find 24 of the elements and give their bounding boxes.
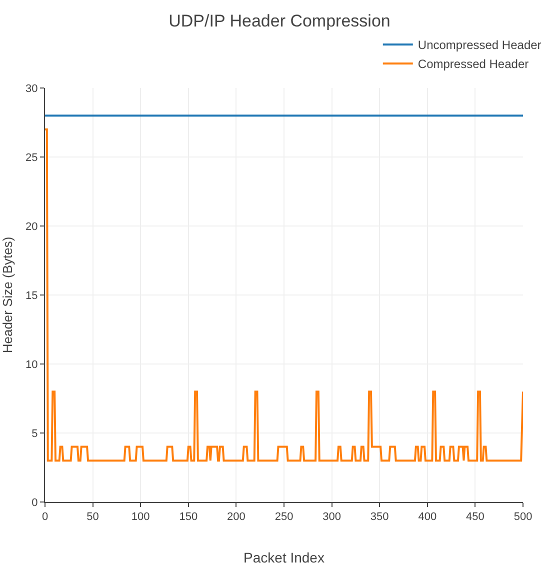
x-axis-title: Packet Index: [244, 550, 324, 566]
line-series: [45, 128, 523, 462]
y-tick-label: 25: [26, 152, 38, 164]
y-axis-title: Header Size (Bytes): [0, 236, 15, 354]
y-tick-label: 20: [26, 220, 38, 233]
x-tick-label: 200: [227, 511, 246, 524]
y-tick-label: 10: [26, 358, 38, 371]
x-tick-label: 0: [42, 511, 48, 524]
legend-label: Uncompressed Header: [418, 38, 542, 52]
x-tick-label: 500: [514, 511, 532, 524]
legend-label: Compressed Header: [418, 57, 529, 72]
x-tick-label: 300: [322, 511, 341, 524]
y-tick-label: 0: [32, 496, 38, 509]
x-tick-label: 50: [86, 511, 99, 524]
x-tick-label: 350: [370, 511, 389, 524]
y-tick-label: 5: [32, 428, 38, 440]
chart-title: UDP/IP Header Compression: [168, 11, 390, 30]
x-tick-label: 400: [418, 511, 437, 524]
y-tick-label: 30: [26, 82, 38, 95]
x-tick-label: 150: [179, 511, 198, 524]
x-tick-label: 250: [274, 511, 294, 524]
x-tick-label: 100: [131, 511, 150, 524]
x-tick-label: 450: [466, 511, 484, 524]
y-tick-label: 15: [26, 290, 38, 302]
